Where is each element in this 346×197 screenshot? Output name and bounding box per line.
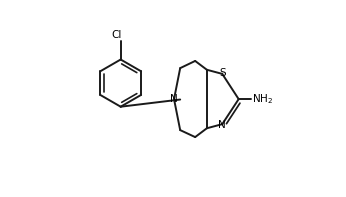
- Text: Cl: Cl: [111, 30, 121, 40]
- Text: N: N: [170, 94, 178, 104]
- Text: NH$_2$: NH$_2$: [252, 92, 273, 106]
- Text: N: N: [218, 120, 226, 130]
- Text: S: S: [219, 68, 226, 78]
